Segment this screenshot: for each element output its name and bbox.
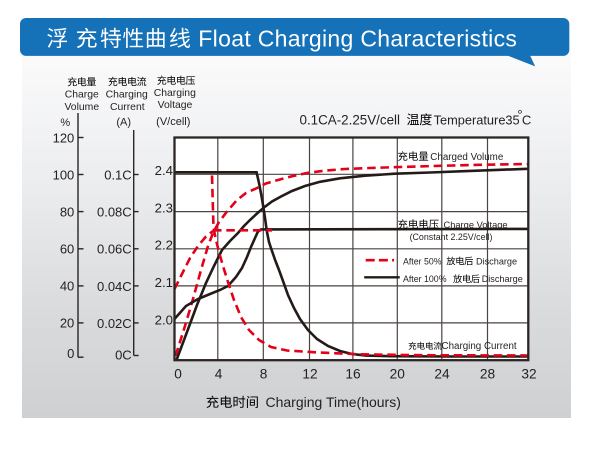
svg-text:Charging Current: Charging Current — [442, 341, 517, 352]
svg-text:Charging: Charging — [154, 88, 196, 99]
svg-text:100: 100 — [53, 167, 75, 182]
svg-text:2.0: 2.0 — [155, 313, 173, 328]
svg-text:4: 4 — [215, 367, 223, 382]
svg-text:60: 60 — [60, 242, 74, 257]
svg-text:°: ° — [517, 108, 522, 123]
svg-text:Charging: Charging — [106, 89, 148, 100]
svg-text:Charged Volume: Charged Volume — [430, 152, 504, 163]
svg-text:Current: Current — [110, 102, 145, 113]
svg-text:12: 12 — [302, 367, 317, 382]
svg-text:24: 24 — [434, 367, 450, 382]
svg-text:0.02C: 0.02C — [97, 316, 132, 331]
svg-text:2.3: 2.3 — [155, 200, 173, 215]
svg-text:0: 0 — [174, 367, 182, 382]
svg-text:28: 28 — [480, 367, 496, 382]
svg-text:(V/cell): (V/cell) — [156, 116, 190, 128]
svg-text:After 50%: After 50% — [403, 256, 442, 266]
svg-text:Volume: Volume — [64, 102, 99, 113]
svg-text:After 100%: After 100% — [403, 274, 447, 284]
svg-text:%: % — [60, 117, 70, 129]
svg-text:32: 32 — [521, 367, 536, 382]
svg-text:0C: 0C — [115, 347, 132, 362]
svg-text:0.06C: 0.06C — [97, 242, 132, 257]
svg-text:20: 20 — [60, 316, 74, 331]
svg-text:Discharge: Discharge — [482, 274, 523, 284]
svg-text:Discharge: Discharge — [476, 256, 517, 266]
svg-text:40: 40 — [60, 279, 74, 294]
svg-text:16: 16 — [345, 367, 361, 382]
svg-text:0.08C: 0.08C — [97, 205, 132, 220]
svg-text:Float Charging Characteristics: Float Charging Characteristics — [198, 26, 517, 52]
svg-text:Temperature35: Temperature35 — [434, 112, 520, 127]
svg-text:20: 20 — [390, 367, 406, 382]
svg-text:Charging Time(hours): Charging Time(hours) — [266, 394, 401, 410]
svg-text:(A): (A) — [116, 117, 131, 129]
svg-text:Charge Voltage: Charge Voltage — [444, 220, 508, 230]
svg-text:0.1C: 0.1C — [104, 167, 131, 182]
svg-text:0: 0 — [67, 346, 74, 361]
svg-text:(Constant 2.25V/cell): (Constant 2.25V/cell) — [410, 232, 493, 242]
svg-text:2.1: 2.1 — [155, 275, 173, 290]
svg-text:0.1CA-2.25V/cell: 0.1CA-2.25V/cell — [300, 112, 401, 127]
svg-text:0.04C: 0.04C — [97, 279, 132, 294]
svg-text:120: 120 — [53, 130, 75, 145]
svg-text:80: 80 — [60, 204, 74, 219]
svg-text:2.2: 2.2 — [155, 238, 173, 253]
svg-text:2.4: 2.4 — [155, 163, 173, 178]
svg-text:Voltage: Voltage — [158, 100, 193, 111]
svg-text:8: 8 — [260, 367, 268, 382]
svg-text:C: C — [522, 112, 531, 127]
svg-text:Charge: Charge — [65, 89, 99, 100]
